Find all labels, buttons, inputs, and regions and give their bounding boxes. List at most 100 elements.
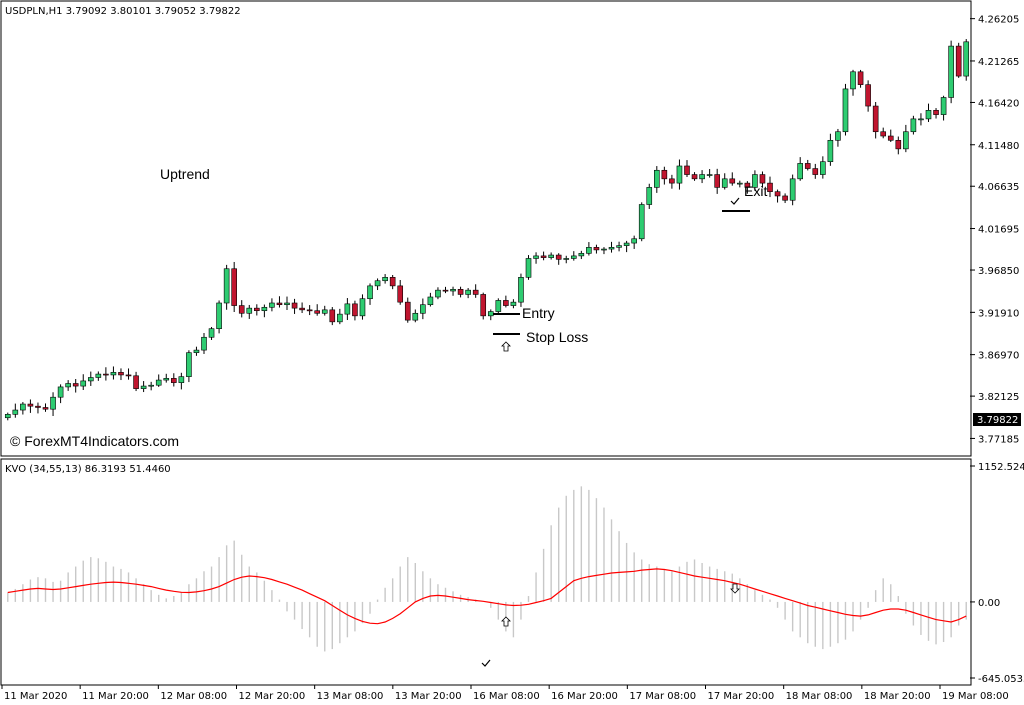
candle [80,374,87,391]
candle [163,373,170,383]
exit-label: Exit [744,183,767,199]
candle [284,296,290,310]
candle [397,279,404,305]
candle [654,166,660,193]
price-candles [4,39,970,421]
candle [857,69,864,88]
candle [789,174,796,206]
candle [744,181,751,194]
candle [367,283,373,305]
candle [631,235,637,249]
candle [465,288,471,299]
candle [676,159,683,190]
candle [480,292,487,320]
candle [669,174,675,189]
candle [510,299,517,309]
candle [4,412,11,421]
candle [35,402,41,414]
price-tick-label: 4.06635 [978,182,1019,193]
entry-label: Entry [522,305,555,321]
candle [352,300,358,321]
time-tick-label: 16 Mar 20:00 [551,691,618,702]
time-tick-label: 13 Mar 20:00 [395,691,462,702]
price-tick-label: 3.82125 [978,392,1019,403]
candle [87,371,94,386]
price-tick-label: 3.96850 [978,266,1019,277]
candle [540,251,547,261]
candle [193,346,200,356]
kvo-tick-label: 0.00 [978,598,1000,609]
time-tick-label: 12 Mar 20:00 [239,691,306,702]
candle [382,274,388,284]
candle [646,183,653,209]
candle [344,298,351,321]
candle [427,292,434,307]
time-tick-label: 12 Mar 08:00 [160,691,227,702]
candle [570,251,577,261]
candle [608,241,615,253]
candle [276,296,283,308]
time-tick-label: 19 Mar 08:00 [942,691,1009,702]
candle [321,305,328,316]
buy-arrow-icon [501,341,511,352]
price-axis: 4.26205 4.21265 4.16420 4.11480 4.06635 4.016… [970,15,1019,445]
time-tick-label: 11 Mar 20:00 [82,691,149,702]
candle [925,103,932,122]
time-tick-label: 18 Mar 20:00 [864,691,931,702]
price-tick-label: 3.86970 [978,351,1019,362]
candle [699,170,705,184]
candle [329,307,336,326]
candle [616,241,622,252]
candle [948,40,954,104]
candle [148,381,154,391]
kvo-tick-label: 1152.5245 [978,462,1024,473]
candle [337,308,343,325]
candle [246,304,253,319]
candle [842,83,849,136]
candle [12,403,19,418]
candle [457,286,464,298]
candle [420,298,426,320]
candle [306,305,313,316]
candle [299,302,305,314]
candle [729,172,736,186]
candle [291,298,298,314]
candle [518,273,524,307]
candle [963,39,970,81]
watermark: © ForexMT4Indicators.com [10,433,179,449]
candle [495,298,502,315]
candle [737,180,743,188]
kvo-up-arrow-icon [501,616,511,627]
candle [623,240,630,253]
candle [759,171,766,188]
kvo-down-arrow-icon [730,583,740,594]
candle [72,379,79,393]
candle [412,309,419,323]
candle [820,156,826,179]
candle [442,286,449,294]
candle [65,380,71,391]
candle [435,287,441,300]
candle [314,304,320,316]
candle [774,189,781,203]
price-tick-label: 4.11480 [978,141,1019,152]
candle [472,284,479,298]
candle [450,286,456,296]
candle [880,127,887,139]
candle [155,374,162,387]
candle [201,332,207,354]
price-tick-label: 4.21265 [978,57,1019,68]
time-tick-label: 17 Mar 08:00 [629,691,696,702]
candle [827,133,834,166]
exit-check-icon [730,197,740,205]
candle [359,294,366,320]
candle [269,298,275,312]
candle [525,255,532,280]
candle [133,371,139,392]
candle [721,173,728,190]
candle [691,172,698,181]
candle [548,252,554,260]
candle [110,366,117,380]
candle [404,297,411,323]
candle [797,157,803,181]
